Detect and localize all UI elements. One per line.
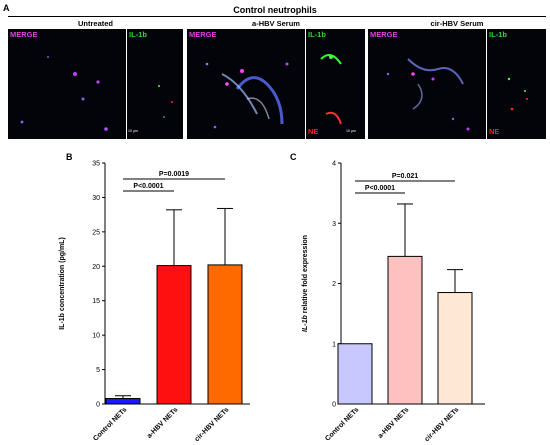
scale-bar-label: 10 µm [346, 129, 356, 133]
y-tick-label: 20 [92, 264, 100, 271]
channel-label-merge: MERGE [189, 30, 217, 39]
panel-letter-b: B [66, 152, 73, 162]
y-axis-label: IL-1b relative fold expression [302, 235, 309, 332]
x-tick-label: a-HBV NETs [146, 406, 180, 440]
p-value-label: P<0.0001 [365, 185, 395, 192]
y-tick-label: 2 [332, 281, 336, 288]
micrograph-cir-hbv-merge: MERGE [368, 29, 486, 139]
micrograph-untreated-merge: MERGE [8, 29, 126, 139]
p-value-label: P=0.021 [392, 173, 418, 180]
bar-0 [105, 397, 141, 405]
bar-2 [437, 292, 473, 405]
cells-a-hbv-merge [205, 62, 289, 129]
y-axis-label-italic: IL-1b [302, 315, 309, 332]
y-tick-label: 15 [92, 298, 100, 305]
y-tick-label: 10 [92, 333, 100, 340]
y-axis-label: IL-1b concentration (pg/mL) [59, 237, 66, 330]
x-tick-label: cir-HBV NETs [194, 406, 231, 443]
channel-label-merge: MERGE [370, 30, 398, 39]
cells-cir-hbv-channels [507, 77, 528, 111]
x-tick-label: cir-HBV NETs [424, 406, 461, 443]
scale-bar-label: 10 µm [128, 129, 138, 133]
channel-label-merge: MERGE [10, 30, 38, 39]
cells-untreated-merge [20, 56, 108, 131]
y-tick-label: 0 [96, 402, 100, 409]
bar-2 [207, 264, 243, 405]
channel-label-il1b: IL-1b [308, 30, 326, 39]
y-tick-label: 3 [332, 221, 336, 228]
chart-il1b-concentration: 0 5 10 15 20 25 30 35 IL-1b concentration (pg/mL… [59, 161, 250, 443]
micrograph-cir-hbv-il1b-ne: IL-1b NE [487, 29, 546, 139]
p-value-label: P<0.0001 [133, 183, 163, 190]
bar-1 [156, 265, 192, 405]
column-title-cir-hbv: cir-HBV Serum [430, 19, 484, 28]
channel-label-il1b: IL-1b [489, 30, 507, 39]
cells-cir-hbv-merge [386, 58, 470, 131]
chart-il1b-fold-expression: 0 1 2 3 4 IL-1b relative fold expression Contr… [302, 161, 485, 443]
column-title-a-hbv: a-HBV Serum [252, 19, 300, 28]
micrograph-a-hbv-merge: MERGE [187, 29, 305, 139]
column-title-untreated: Untreated [77, 19, 113, 28]
micrograph-untreated-il1b-ne: IL-1b 10 µm [127, 29, 183, 139]
x-tick-label: Control NETs [324, 406, 360, 442]
y-tick-label: 0 [332, 402, 336, 409]
channel-label-il1b: IL-1b [129, 30, 147, 39]
x-tick-label: a-HBV NETs [377, 406, 411, 440]
bar-0 [337, 343, 373, 405]
y-tick-label: 25 [92, 229, 100, 236]
y-tick-label: 1 [332, 341, 336, 348]
bar-1 [387, 255, 423, 405]
cells-a-hbv-channels [320, 54, 342, 125]
cells-untreated-channels [158, 85, 173, 118]
title-underline [8, 16, 546, 17]
y-tick-label: 5 [96, 367, 100, 374]
channel-label-ne: NE [308, 127, 319, 136]
panel-letter-c: C [290, 152, 297, 162]
micrograph-a-hbv-il1b-ne: IL-1b NE 10 µm [306, 29, 365, 139]
p-value-label: P=0.0019 [159, 171, 189, 178]
y-tick-label: 4 [332, 161, 336, 168]
channel-label-ne: NE [489, 127, 500, 136]
y-tick-label: 35 [92, 161, 100, 168]
panel-letter-a: A [3, 3, 10, 13]
figure-a-title: Control neutrophils [233, 5, 317, 15]
y-axis-label-rest: relative fold expression [302, 235, 309, 315]
y-tick-label: 30 [92, 195, 100, 202]
x-tick-label: Control NETs [92, 406, 128, 442]
